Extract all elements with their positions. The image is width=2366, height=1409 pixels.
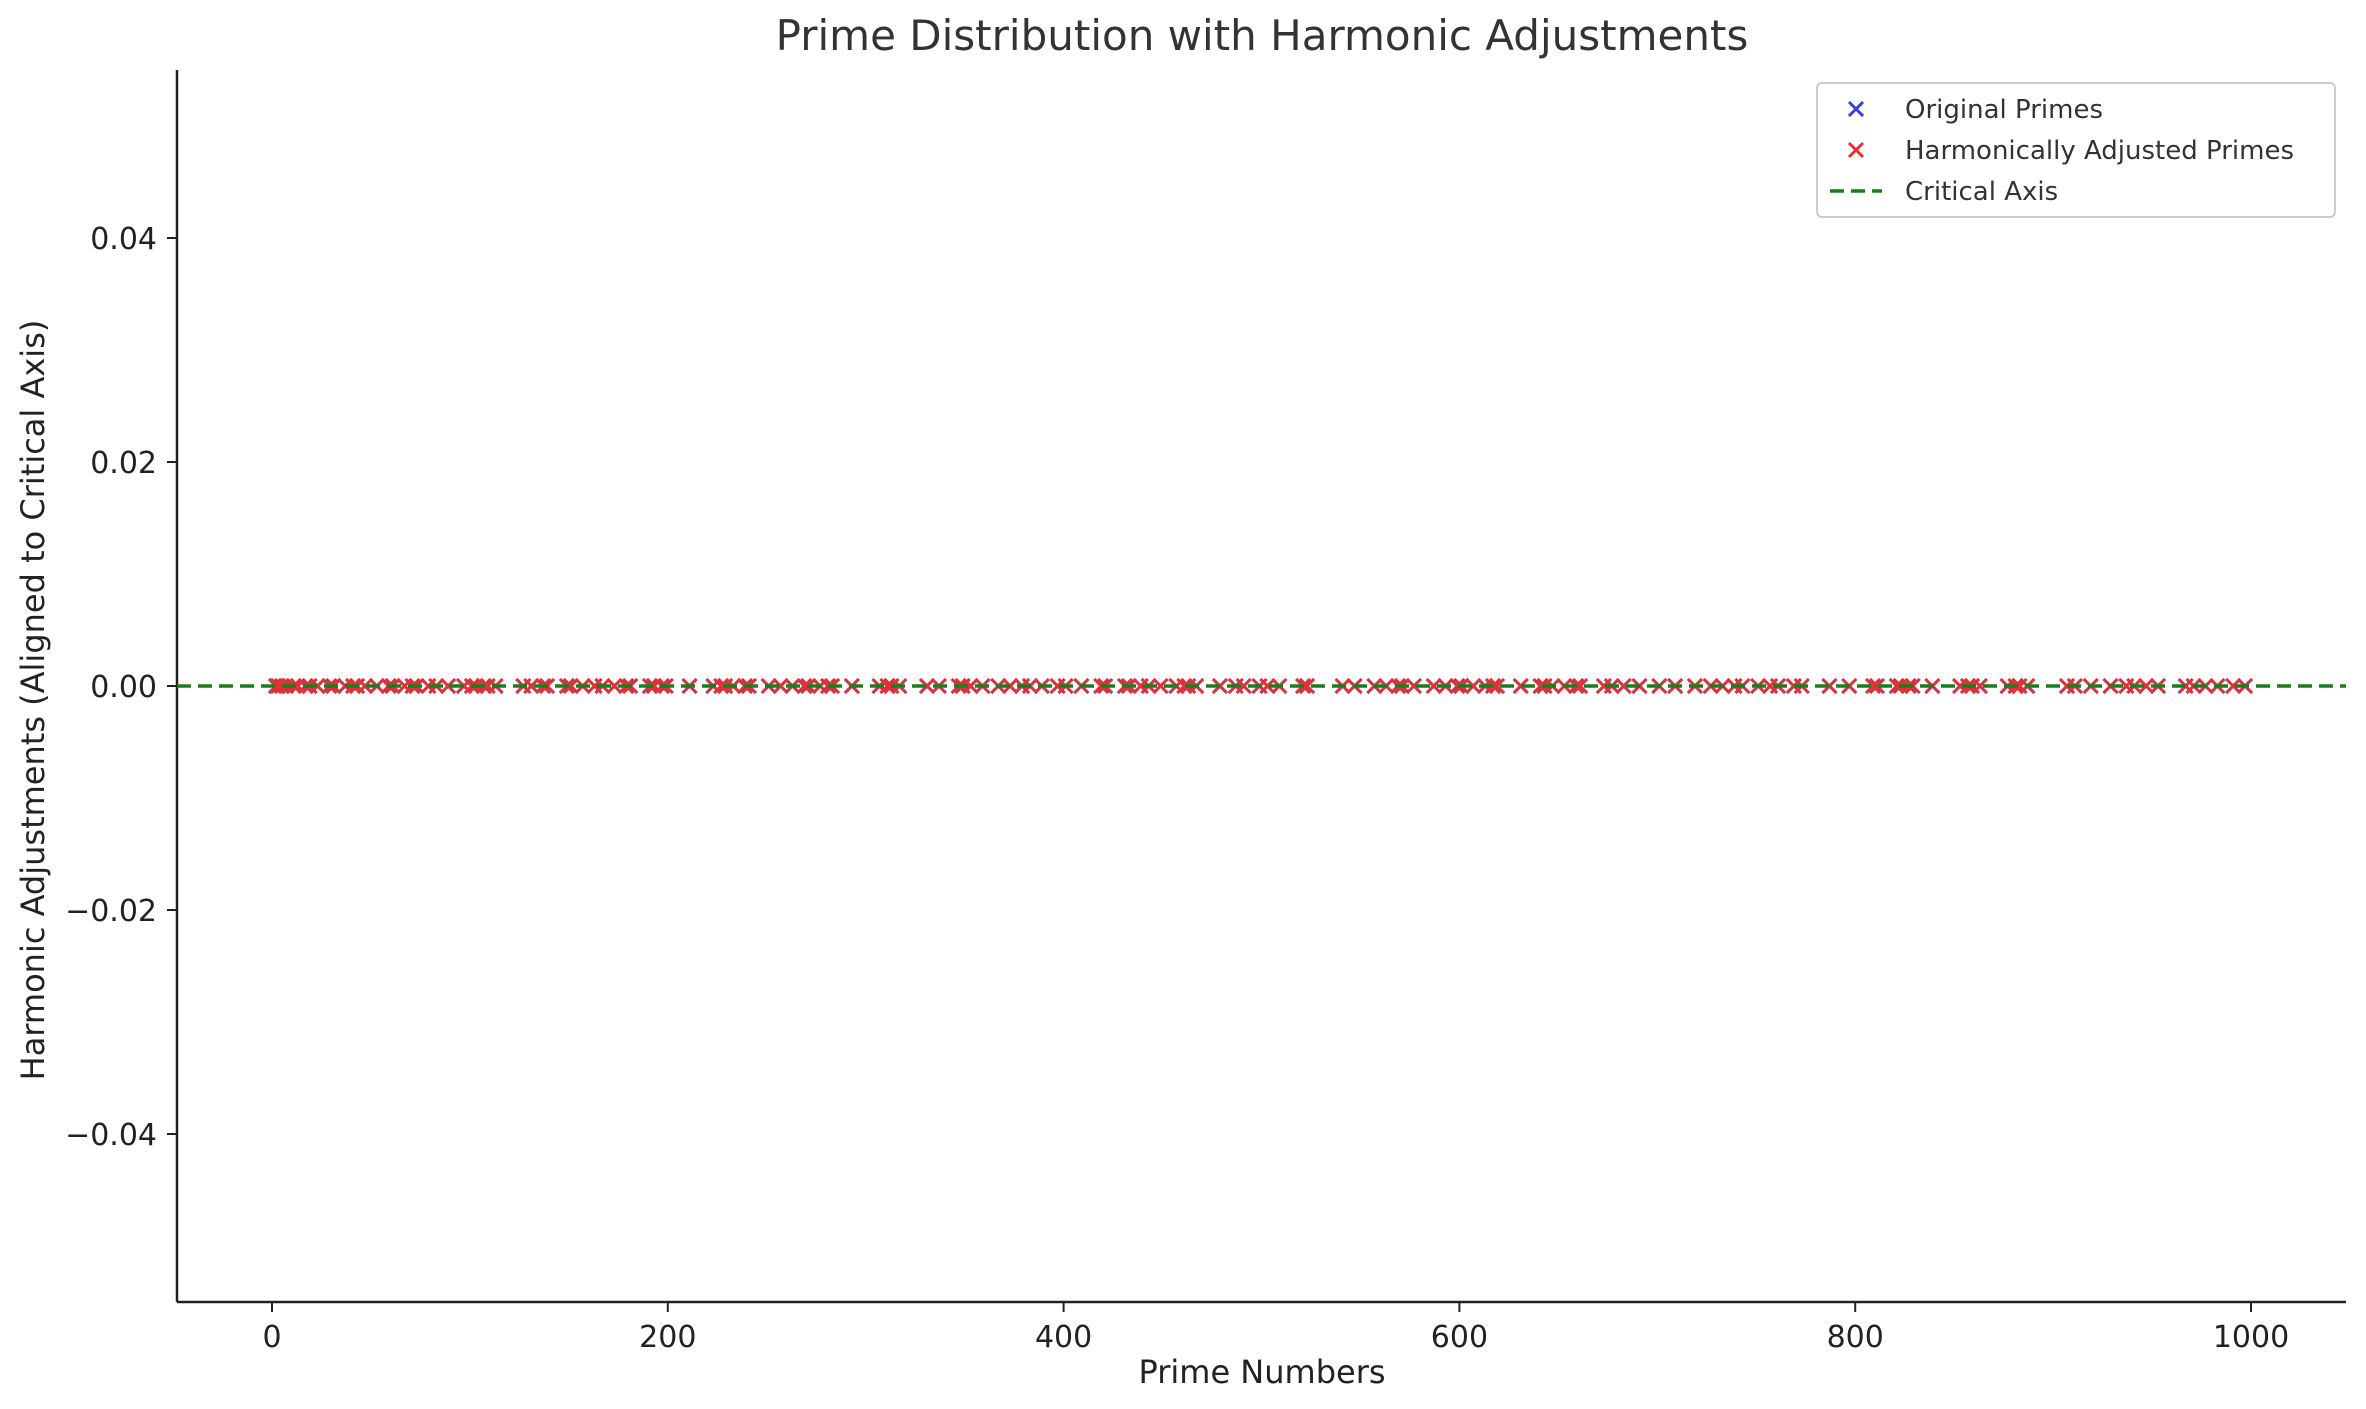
- adjusted-prime-point: [796, 677, 813, 695]
- adjusted-prime-point: [1425, 677, 1442, 695]
- y-tick-label: 0.00: [90, 670, 157, 705]
- adjusted-prime-point: [1465, 677, 1482, 695]
- adjusted-prime-point: [1152, 677, 1169, 695]
- adjusted-prime-point: [1176, 677, 1193, 695]
- data-points: [177, 677, 2346, 695]
- adjusted-prime-point: [1002, 677, 1019, 695]
- chart-title: Prime Distribution with Harmonic Adjustm…: [776, 11, 1749, 60]
- adjusted-prime-point: [440, 677, 457, 695]
- adjusted-prime-point: [1298, 677, 1316, 695]
- adjusted-prime-point: [1488, 677, 1506, 695]
- adjusted-prime-point: [1821, 677, 1838, 695]
- adjusted-prime-point: [879, 677, 896, 695]
- legend-label: Original Primes: [1905, 95, 2103, 125]
- adjusted-prime-point: [2138, 677, 2155, 695]
- adjusted-prime-point: [273, 677, 290, 695]
- x-tick-label: 400: [1035, 1320, 1092, 1355]
- x-tick-label: 200: [639, 1320, 696, 1355]
- y-tick-label: −0.04: [65, 1118, 157, 1153]
- adjusted-prime-point: [606, 677, 623, 695]
- adjusted-prime-point: [918, 677, 936, 695]
- adjusted-prime-point: [1868, 677, 1886, 695]
- legend-marker-swatch: [1847, 141, 1865, 159]
- x-tick-label: 600: [1431, 1320, 1488, 1355]
- x-axis-ticks: 0 200 400 600 800 1000: [262, 1302, 2289, 1355]
- x-tick-label: 1000: [2213, 1320, 2289, 1355]
- x-tick-label: 0: [262, 1320, 281, 1355]
- adjusted-prime-point: [1572, 677, 1589, 695]
- adjusted-prime-point: [1888, 677, 1905, 695]
- adjusted-prime-point: [713, 677, 730, 695]
- y-axis-label: Harmonic Adjustments (Aligned to Critica…: [14, 320, 52, 1081]
- adjusted-prime-point: [523, 677, 540, 695]
- legend-label: Harmonically Adjusted Primes: [1905, 136, 2294, 166]
- y-tick-label: 0.04: [90, 222, 157, 257]
- adjusted-prime-point: [1532, 677, 1549, 695]
- legend-box: [1816, 82, 2336, 218]
- legend-label: Critical Axis: [1905, 177, 2058, 207]
- y-axis-ticks: −0.04 −0.02 0.00 0.02 0.04: [65, 222, 177, 1153]
- adjusted-prime-point: [1405, 677, 1422, 695]
- x-tick-label: 800: [1827, 1320, 1884, 1355]
- adjusted-prime-point: [1449, 677, 1466, 695]
- adjusted-prime-point: [1864, 677, 1882, 695]
- legend: Original Primes Harmonically Adjusted Pri…: [1816, 82, 2336, 218]
- adjusted-prime-point: [356, 677, 374, 695]
- legend-marker-swatch: [1847, 100, 1865, 118]
- adjusted-prime-point: [2225, 677, 2242, 695]
- adjusted-prime-point: [1259, 677, 1276, 695]
- adjusted-prime-point: [562, 677, 579, 695]
- adjusted-prime-point: [309, 677, 326, 695]
- y-tick-label: 0.02: [90, 446, 157, 481]
- y-tick-label: −0.02: [65, 894, 157, 929]
- adjusted-prime-point: [1235, 677, 1252, 695]
- adjusted-prime-point: [1971, 677, 1988, 695]
- adjusted-prime-point: [1512, 677, 1529, 695]
- adjusted-prime-point: [962, 677, 979, 695]
- adjusted-prime-point: [1615, 677, 1632, 695]
- adjusted-prime-point: [1484, 677, 1502, 695]
- x-axis-label: Prime Numbers: [1138, 1353, 1385, 1391]
- adjusted-prime-point: [772, 677, 789, 695]
